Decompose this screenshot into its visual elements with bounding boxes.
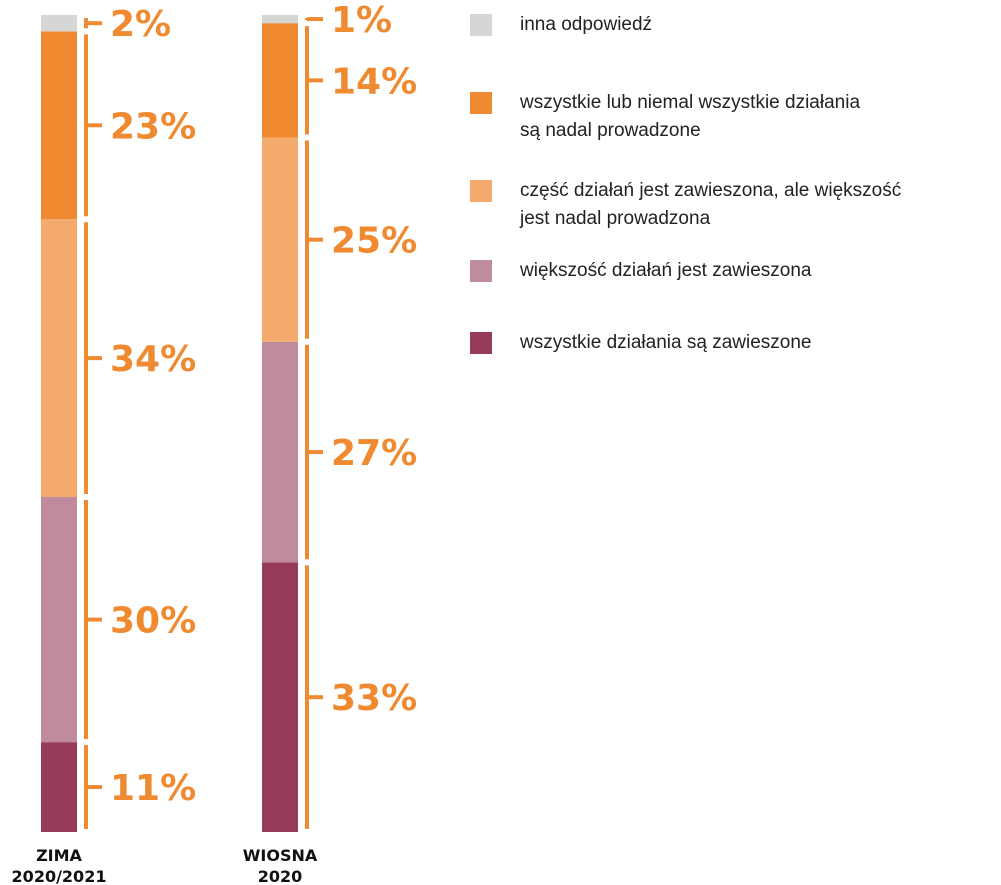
value-label-wiosna-all-running: 14% [331,61,417,102]
bar-segment-zima-other [41,15,77,32]
bar-segment-wiosna-most-suspended [262,341,298,563]
legend-swatch-all-running [470,92,492,114]
legend-item-all-running: wszystkie lub niemal wszystkie działania… [470,92,860,145]
value-label-wiosna-other: 1% [331,0,392,41]
value-label-wiosna-partly-suspended: 25% [331,221,417,262]
legend-label-all-suspended: wszystkie działania są zawieszone [520,332,812,353]
bar-segment-wiosna-all-running [262,23,298,138]
value-label-wiosna-most-suspended: 27% [331,433,417,474]
legend-label-other: inna odpowiedź [520,14,653,35]
category-label-wiosna-line1: WIOSNA [243,846,318,865]
bar-segment-wiosna-all-suspended [262,562,298,832]
legend-item-most-suspended: większość działań jest zawieszona [470,260,811,285]
legend-swatch-partly-suspended [470,180,492,202]
legend-label-partly-suspended: część działań jest zawieszona, ale więks… [520,180,902,229]
legend-swatch-all-suspended [470,332,492,354]
category-label-zima-line1: ZIMA [36,846,82,865]
bar-segment-zima-most-suspended [41,497,77,743]
value-label-zima-most-suspended: 30% [110,601,196,642]
bar-segment-zima-partly-suspended [41,219,77,498]
legend-item-all-suspended: wszystkie działania są zawieszone [470,332,811,357]
bar-segment-zima-all-suspended [41,742,77,832]
value-label-zima-other: 2% [110,4,171,45]
legend-swatch-other [470,14,492,36]
value-label-zima-partly-suspended: 34% [110,339,196,380]
bar-segment-wiosna-partly-suspended [262,137,298,342]
category-label-zima-line2: 2020/2021 [12,867,107,885]
legend-label-most-suspended: większość działań jest zawieszona [520,260,812,281]
value-label-zima-all-suspended: 11% [110,768,196,809]
legend-item-partly-suspended: część działań jest zawieszona, ale więks… [470,180,901,233]
value-label-wiosna-all-suspended: 33% [331,678,417,719]
bar-segment-wiosna-other [262,15,298,24]
category-label-wiosna-line2: 2020 [258,867,303,885]
legend-swatch-most-suspended [470,260,492,282]
bar-segment-zima-all-running [41,31,77,220]
legend-item-other: inna odpowiedź [470,14,652,39]
value-label-zima-all-running: 23% [110,106,196,147]
legend-label-all-running: wszystkie lub niemal wszystkie działania… [520,92,861,141]
